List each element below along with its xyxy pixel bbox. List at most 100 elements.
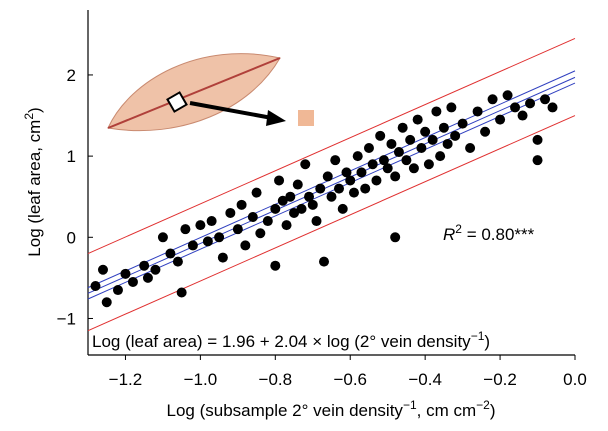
data-point	[367, 159, 378, 170]
data-point	[408, 163, 419, 174]
data-point	[378, 155, 389, 166]
data-point	[382, 163, 393, 174]
leaf-midrib	[107, 57, 281, 129]
data-point	[300, 159, 311, 170]
data-point	[172, 256, 183, 267]
data-point	[277, 195, 288, 206]
data-point	[510, 102, 521, 113]
data-point	[307, 199, 318, 210]
data-point	[101, 297, 112, 308]
x-tick-label: −0.8	[259, 370, 293, 389]
data-point	[330, 155, 341, 166]
data-point	[345, 175, 356, 186]
data-point	[97, 264, 108, 275]
data-point	[281, 220, 292, 231]
data-point	[348, 187, 359, 198]
arrow-shaft	[189, 101, 273, 120]
data-point	[438, 122, 449, 133]
y-tick-label: 0	[67, 228, 76, 247]
data-point	[157, 232, 168, 243]
data-point	[532, 155, 543, 166]
data-point	[326, 191, 337, 202]
data-point	[397, 122, 408, 133]
data-point	[502, 90, 513, 101]
data-point	[431, 106, 442, 117]
x-label-mid: , cm cm	[417, 401, 477, 420]
data-point	[322, 171, 333, 182]
data-point	[435, 151, 446, 162]
data-point	[292, 179, 303, 190]
data-point	[352, 151, 363, 162]
data-point	[405, 134, 416, 145]
x-label-sup: −2	[476, 398, 490, 412]
data-point	[142, 272, 153, 283]
data-point	[112, 285, 123, 296]
data-point	[525, 98, 536, 109]
data-point	[341, 167, 352, 178]
data-point	[274, 175, 285, 186]
y-axis-label: Log (leaf area, cm2)	[22, 107, 44, 256]
annotation-end: = 0.80***	[462, 225, 535, 244]
fit-line	[87, 82, 576, 300]
x-axis-label: Log (subsample 2° vein density−1, cm cm−…	[167, 398, 496, 420]
data-point	[120, 268, 131, 279]
data-point	[247, 212, 258, 222]
data-point	[139, 260, 150, 271]
data-point	[423, 159, 434, 170]
data-point	[446, 102, 457, 113]
subsample	[298, 110, 314, 126]
data-point	[416, 143, 427, 153]
data-point	[202, 236, 213, 247]
data-point	[540, 94, 551, 105]
data-point	[296, 203, 307, 214]
data-point	[214, 232, 225, 243]
data-point	[356, 167, 367, 178]
equation-sup: −1	[471, 329, 485, 343]
x-label-text: Log (subsample 2° vein density	[167, 401, 404, 420]
data-point	[255, 228, 266, 239]
data-point	[390, 232, 401, 243]
x-tick-label: −0.6	[333, 370, 367, 389]
y-tick-label: 1	[67, 147, 76, 166]
data-point	[165, 248, 176, 259]
data-point	[240, 240, 251, 251]
x-tick-label: −1.2	[109, 370, 143, 389]
data-point	[319, 256, 330, 267]
x-tick-label: −0.4	[408, 370, 442, 389]
data-point	[127, 276, 138, 287]
data-point	[217, 252, 228, 263]
data-point	[311, 216, 322, 227]
x-tick-label: 0.0	[563, 370, 587, 389]
data-point	[270, 203, 281, 214]
y-tick-label: 2	[67, 66, 76, 85]
data-point	[225, 207, 236, 218]
data-point	[393, 147, 404, 158]
equation-text: Log (leaf area) = 1.96 + 2.04 × log (2° …	[92, 332, 471, 351]
data-point	[487, 94, 498, 105]
data-point	[333, 183, 344, 194]
y-label-text: Log (leaf area, cm	[25, 120, 44, 257]
data-point	[187, 240, 198, 251]
data-point	[427, 134, 438, 145]
data-point	[386, 138, 397, 149]
data-point	[337, 203, 348, 214]
data-point	[90, 281, 101, 291]
x-label-sup: −1	[403, 398, 417, 412]
data-point	[304, 191, 315, 202]
x-tick-label: −0.2	[483, 370, 517, 389]
data-point	[150, 264, 161, 275]
data-point	[251, 187, 262, 198]
data-point	[465, 143, 476, 153]
fit-line	[87, 37, 576, 254]
data-point	[495, 114, 506, 125]
data-point	[401, 155, 412, 166]
data-point	[360, 183, 371, 194]
sample-square	[166, 91, 188, 113]
x-label-end: )	[490, 401, 496, 420]
leaf-illustration	[107, 53, 314, 132]
data-point	[547, 102, 558, 113]
data-point	[412, 114, 423, 125]
y-label-end: )	[25, 107, 44, 113]
